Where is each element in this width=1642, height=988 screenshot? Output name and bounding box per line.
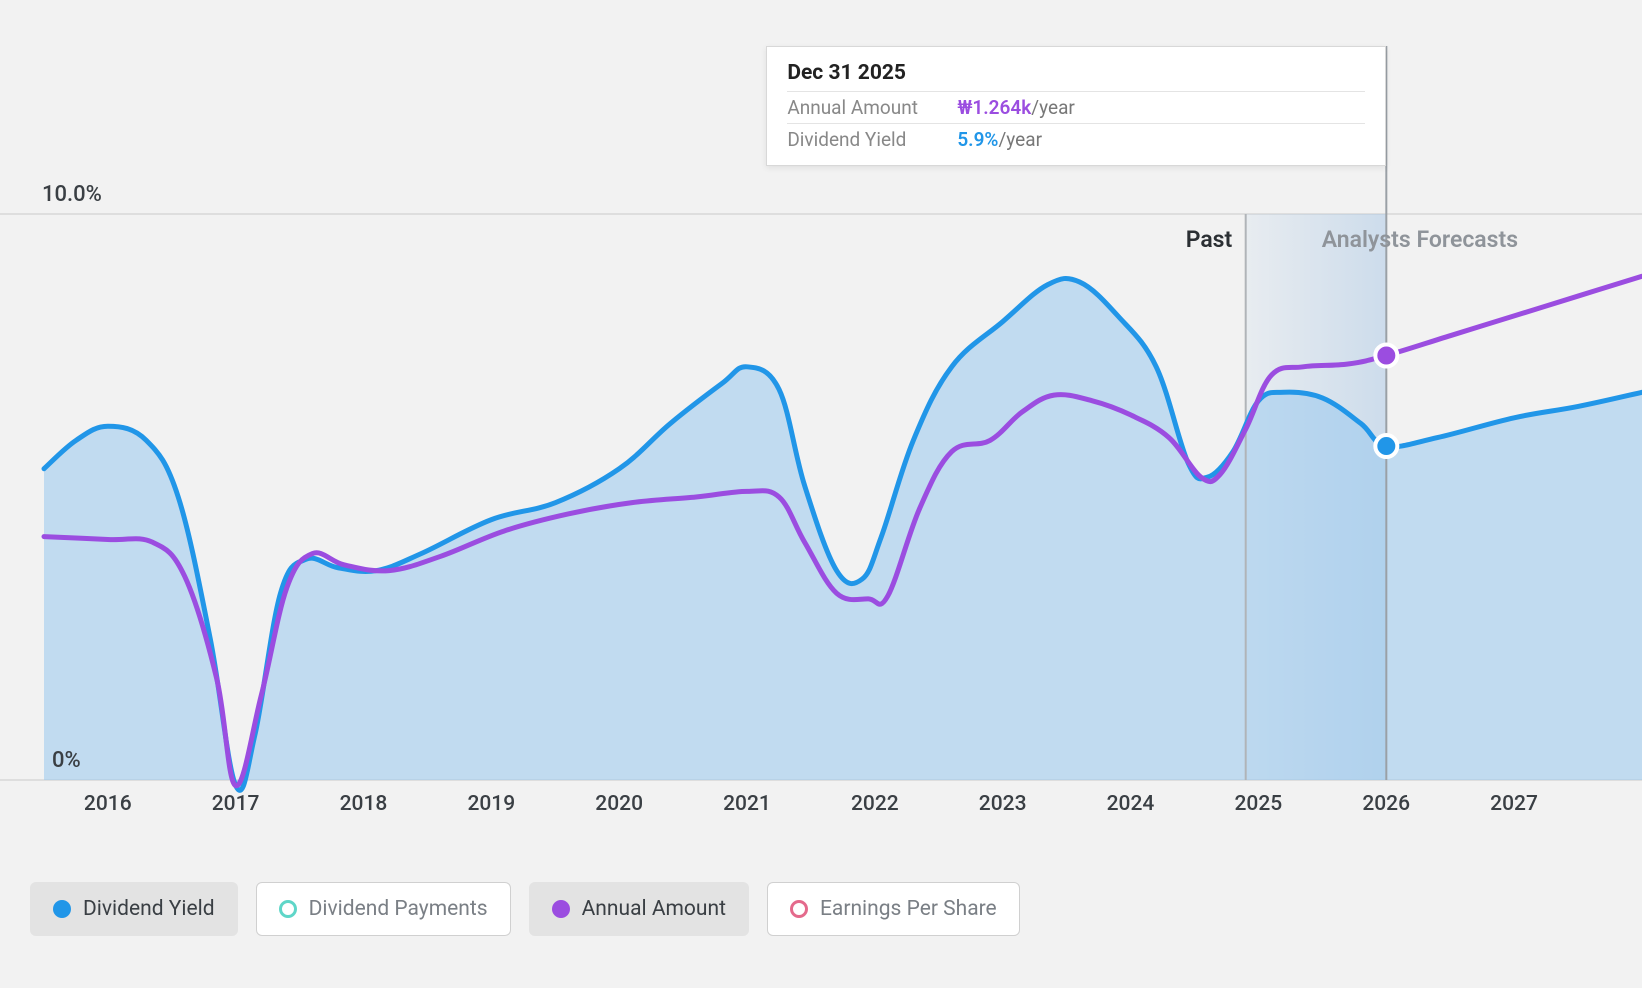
legend-item-label: Earnings Per Share [820,897,997,921]
legend-item-annual_amount[interactable]: Annual Amount [529,882,749,936]
legend-item-label: Dividend Payments [309,897,488,921]
x-tick-2017: 2017 [212,792,260,816]
tooltip-row-value: ₩1.264k/year [957,96,1075,119]
x-tick-2018: 2018 [340,792,388,816]
past-label: Past [1186,226,1233,253]
x-tick-2024: 2024 [1107,792,1155,816]
tooltip-row-1: Dividend Yield5.9%/year [787,123,1365,155]
x-tick-2027: 2027 [1490,792,1538,816]
dividend-chart: 10.0% 0% 2016 2017 2018 2019 2020 2021 2022 202… [0,0,1642,988]
x-tick-2021: 2021 [723,792,771,816]
earnings_per_share-legend-marker-icon [790,900,808,918]
annual-amount-marker [1375,345,1397,367]
x-tick-2026: 2026 [1362,792,1410,816]
legend-item-label: Dividend Yield [83,897,215,921]
x-tick-2023: 2023 [979,792,1027,816]
legend-item-dividend_payments[interactable]: Dividend Payments [256,882,511,936]
forecast-label: Analysts Forecasts [1322,226,1518,253]
tooltip-row-label: Dividend Yield [787,128,957,151]
x-tick-2025: 2025 [1234,792,1282,816]
x-tick-2020: 2020 [595,792,643,816]
chart-tooltip: Dec 31 2025 Annual Amount₩1.264k/yearDiv… [766,46,1386,166]
dividend_yield-legend-marker-icon [53,900,71,918]
y-axis-max-label: 10.0% [42,182,102,207]
x-tick-2022: 2022 [851,792,899,816]
tooltip-row-0: Annual Amount₩1.264k/year [787,91,1365,123]
dividend-yield-marker [1375,435,1397,457]
x-tick-2016: 2016 [84,792,132,816]
legend-item-earnings_per_share[interactable]: Earnings Per Share [767,882,1020,936]
legend-item-dividend_yield[interactable]: Dividend Yield [30,882,238,936]
dividend_payments-legend-marker-icon [279,900,297,918]
x-tick-2019: 2019 [467,792,515,816]
chart-legend: Dividend Yield Dividend Payments Annual Am… [30,882,1020,936]
annual_amount-legend-marker-icon [552,900,570,918]
tooltip-row-label: Annual Amount [787,96,957,119]
tooltip-row-value: 5.9%/year [957,128,1042,151]
legend-item-label: Annual Amount [582,897,726,921]
tooltip-date: Dec 31 2025 [787,61,1365,91]
y-axis-min-label: 0% [52,748,81,773]
